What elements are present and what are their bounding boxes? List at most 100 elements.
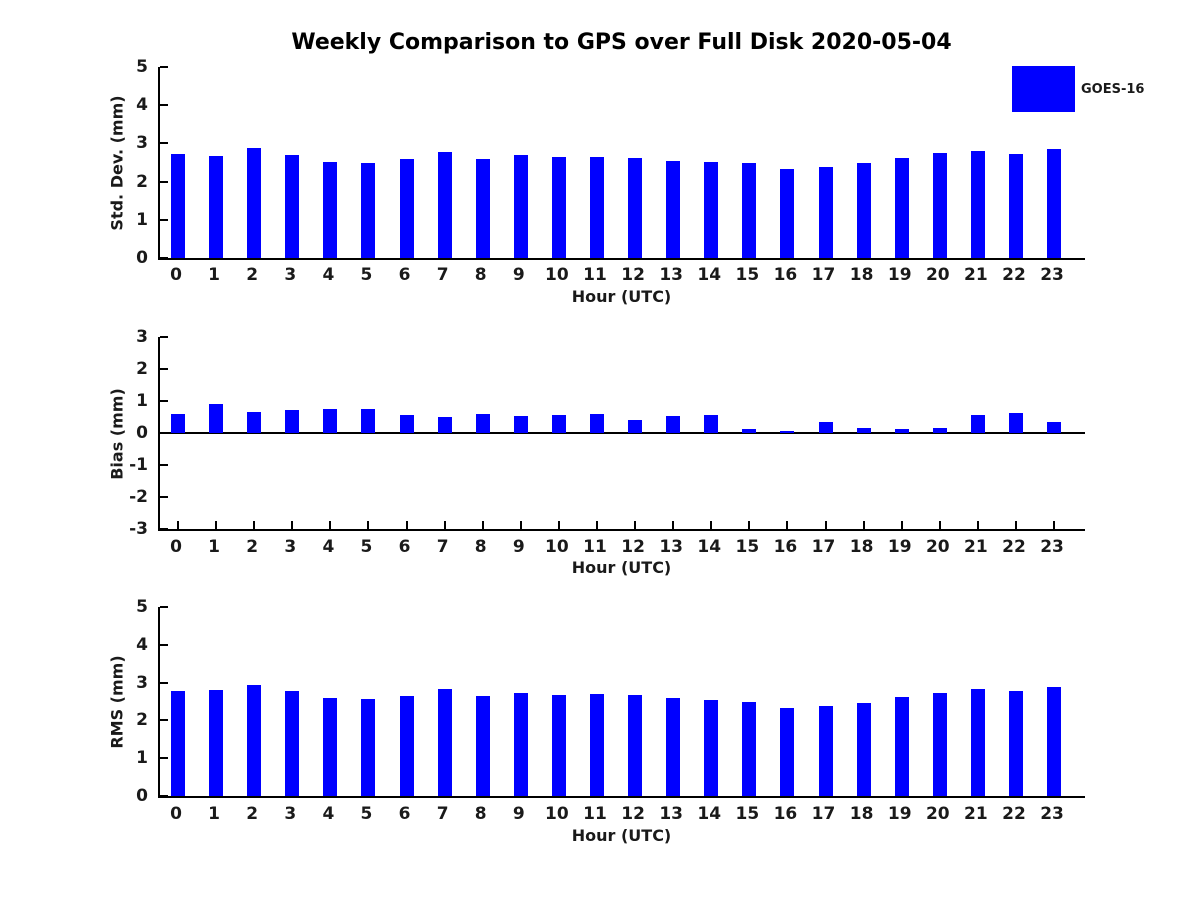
x-tick-label: 11 [583,265,607,285]
bar-hour-18 [856,702,871,796]
x-tick-label: 18 [849,537,874,557]
x-tick-label: 17 [811,804,836,824]
bar-hour-4 [323,408,338,433]
x-tick-label: 14 [697,537,722,557]
bar-hour-14 [704,161,719,258]
x-tick-label: 22 [1002,265,1026,285]
bar-hour-7 [437,417,452,433]
x-tick-label: 15 [735,537,760,557]
bar-hour-15 [742,701,757,796]
y-tick-label: 1 [136,391,148,411]
x-tick-label: 9 [512,537,525,557]
bar-hour-2 [247,412,262,433]
x-tick-mark [253,521,256,529]
y-tick-label: 0 [136,423,148,443]
bar-hour-15 [742,428,757,433]
bar-hour-11 [589,413,604,433]
y-tick-label: -3 [129,519,148,539]
x-tick-label: 10 [545,265,569,285]
x-tick-label: 20 [925,537,950,557]
x-tick-label: 5 [360,804,373,824]
x-tick-mark [215,521,218,529]
x-tick-label: 2 [246,537,259,557]
x-tick-label: 6 [398,265,411,285]
x-tick-label: 23 [1040,537,1064,557]
y-tick-label: 4 [136,95,148,116]
x-tick-label: 10 [545,537,569,557]
legend-swatch-goes16 [1012,66,1075,112]
bar-hour-21 [970,415,985,433]
y-tick-label: 3 [136,672,148,693]
y-tick-label: 3 [136,133,148,154]
x-tick-label: 10 [545,804,569,824]
x-tick-label: 14 [697,804,722,824]
x-tick-label: 20 [925,265,950,285]
x-tick-label: 13 [659,265,683,285]
y-tick-mark [160,66,168,68]
y-tick-mark [160,795,168,797]
bar-hour-16 [780,708,795,796]
x-tick-label: 19 [887,265,912,285]
x-tick-label: 7 [436,265,449,285]
x-tick-label: 16 [773,804,798,824]
x-axis-label-bias: Hour (UTC) [571,558,672,577]
y-tick-mark [160,757,168,760]
x-tick-mark [862,521,865,529]
x-tick-mark [900,521,903,529]
y-tick-label: 2 [136,359,148,379]
bar-hour-6 [399,158,414,258]
x-tick-mark [976,521,979,529]
bar-hour-18 [856,428,871,433]
y-tick-label: -1 [129,455,148,475]
y-tick-mark [160,464,168,466]
bar-hour-23 [1047,148,1062,258]
bar-hour-18 [856,163,871,258]
x-tick-label: 9 [512,804,525,824]
x-tick-mark [443,521,446,529]
x-tick-label: 7 [436,804,449,824]
x-tick-label: 12 [621,537,645,557]
y-tick-mark [160,180,168,183]
x-tick-label: 11 [583,804,607,824]
x-tick-label: 15 [735,804,760,824]
x-tick-label: 7 [436,537,449,557]
bar-hour-7 [437,689,452,796]
x-tick-label: 17 [811,537,836,557]
plot-area-rms: 0 1 2 3 4 5 [136,597,1085,806]
x-tick-label: 17 [811,265,836,285]
bar-hour-20 [932,693,947,796]
legend: GOES-16 [1012,66,1144,112]
x-tick-label: 22 [1002,537,1026,557]
bar-hour-14 [704,699,719,796]
x-tick-label: 8 [474,265,487,285]
bar-hour-15 [742,163,757,258]
x-tick-label: 1 [208,804,220,824]
x-tick-label: 5 [360,537,373,557]
x-tick-label: 0 [170,537,182,557]
x-tick-mark [481,521,484,529]
bar-hour-12 [628,419,643,433]
x-tick-label: 19 [887,537,912,557]
bar-hour-6 [399,695,414,796]
bar-hour-20 [932,152,947,258]
x-tick-label: 0 [170,804,182,824]
y-tick-label: 0 [136,248,148,268]
x-tick-mark [329,521,332,529]
x-tick-label: 15 [735,265,760,285]
y-tick-mark [160,719,168,722]
y-tick-mark [160,528,168,530]
chart-title: Weekly Comparison to GPS over Full Disk … [291,30,952,55]
bar-hour-22 [1008,154,1023,258]
x-tick-label: 0 [170,265,182,285]
bar-hour-1 [209,404,224,433]
y-tick-label: 2 [136,171,148,192]
y-tick-mark [160,218,168,221]
x-tick-label: 3 [284,265,297,285]
bar-hour-0 [171,691,185,796]
y-axis-label-rms: RMS (mm) [107,655,127,749]
bar-hour-8 [475,414,490,433]
legend-label: GOES-16 [1081,81,1145,97]
bar-hour-5 [361,698,376,796]
x-tick-label: 18 [849,265,874,285]
x-tick-label: 21 [964,804,988,824]
